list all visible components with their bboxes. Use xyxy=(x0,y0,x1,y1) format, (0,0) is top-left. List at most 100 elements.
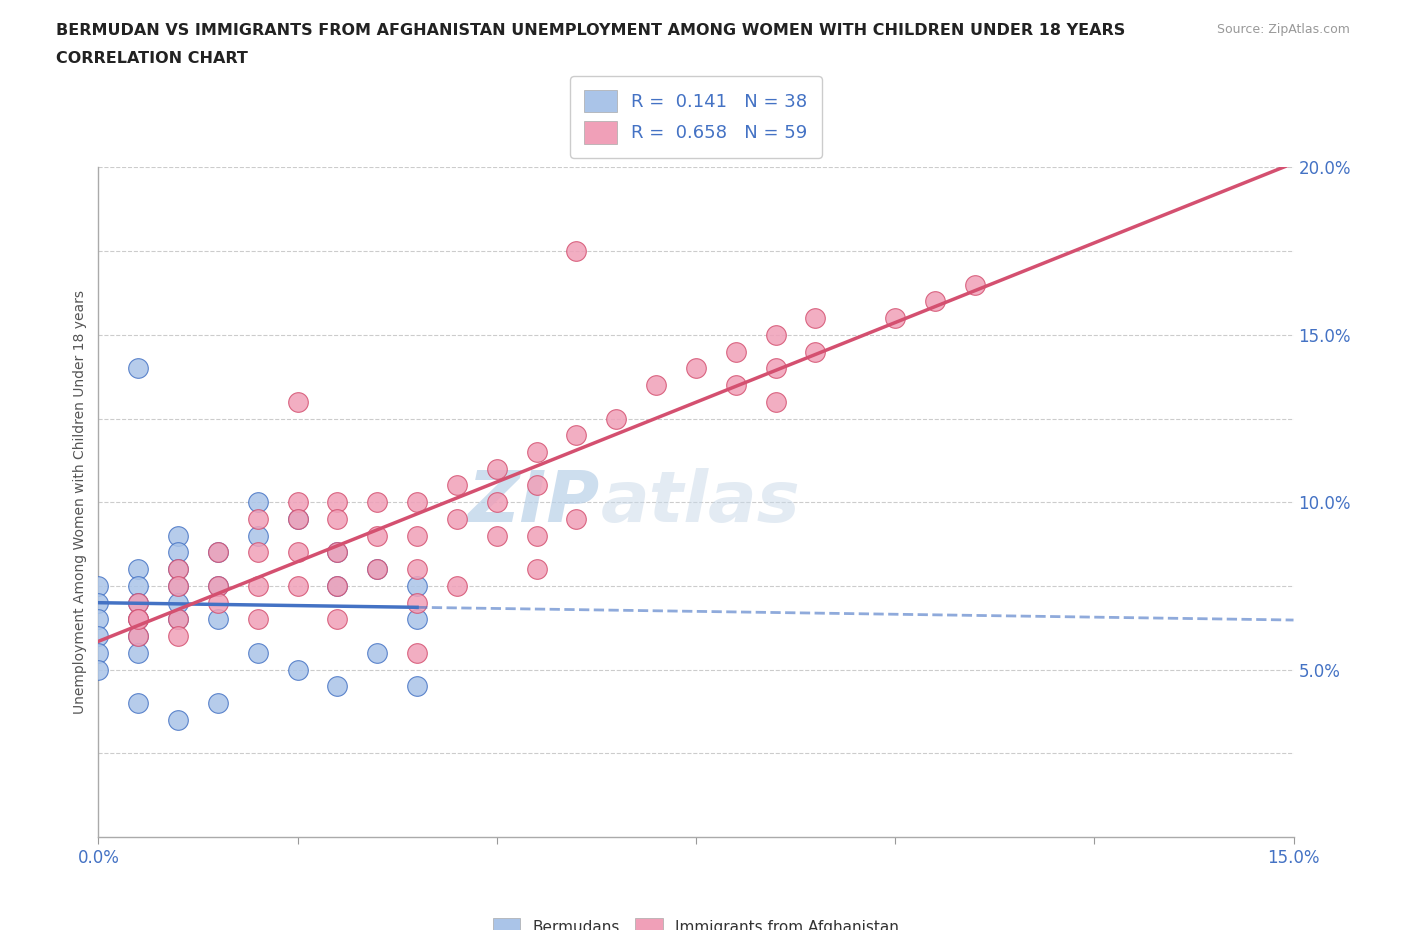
Point xyxy=(526,562,548,577)
Point xyxy=(207,595,229,610)
Text: BERMUDAN VS IMMIGRANTS FROM AFGHANISTAN UNEMPLOYMENT AMONG WOMEN WITH CHILDREN U: BERMUDAN VS IMMIGRANTS FROM AFGHANISTAN … xyxy=(56,23,1125,38)
Point xyxy=(87,629,110,644)
Point xyxy=(167,545,190,560)
Point xyxy=(127,612,149,627)
Point xyxy=(406,578,429,593)
Legend: Bermudans, Immigrants from Afghanistan: Bermudans, Immigrants from Afghanistan xyxy=(486,911,905,930)
Point xyxy=(246,528,269,543)
Point xyxy=(87,595,110,610)
Point xyxy=(326,578,349,593)
Y-axis label: Unemployment Among Women with Children Under 18 years: Unemployment Among Women with Children U… xyxy=(73,290,87,714)
Point xyxy=(406,595,429,610)
Point xyxy=(884,311,907,325)
Point xyxy=(167,595,190,610)
Point xyxy=(366,562,388,577)
Point xyxy=(207,578,229,593)
Text: CORRELATION CHART: CORRELATION CHART xyxy=(56,51,247,66)
Point xyxy=(167,562,190,577)
Point xyxy=(207,612,229,627)
Point xyxy=(287,578,309,593)
Point xyxy=(167,562,190,577)
Point xyxy=(366,495,388,510)
Point xyxy=(804,311,827,325)
Point xyxy=(127,562,149,577)
Point xyxy=(287,495,309,510)
Point xyxy=(446,512,468,526)
Point xyxy=(207,696,229,711)
Point xyxy=(526,445,548,459)
Point xyxy=(326,578,349,593)
Point xyxy=(127,361,149,376)
Point xyxy=(167,629,190,644)
Point xyxy=(326,679,349,694)
Point xyxy=(605,411,627,426)
Point xyxy=(246,495,269,510)
Point xyxy=(406,562,429,577)
Point xyxy=(207,545,229,560)
Point xyxy=(526,528,548,543)
Point xyxy=(565,428,588,443)
Point xyxy=(127,612,149,627)
Point xyxy=(246,612,269,627)
Point xyxy=(565,244,588,259)
Point xyxy=(326,545,349,560)
Point xyxy=(366,562,388,577)
Point xyxy=(127,629,149,644)
Point xyxy=(685,361,707,376)
Point xyxy=(765,327,787,342)
Point xyxy=(87,578,110,593)
Point xyxy=(485,495,508,510)
Point xyxy=(167,612,190,627)
Point xyxy=(127,595,149,610)
Point xyxy=(87,612,110,627)
Point xyxy=(406,612,429,627)
Point xyxy=(406,495,429,510)
Point xyxy=(446,578,468,593)
Point xyxy=(963,277,986,292)
Point xyxy=(246,512,269,526)
Point xyxy=(446,478,468,493)
Point xyxy=(326,545,349,560)
Point xyxy=(127,578,149,593)
Point xyxy=(287,512,309,526)
Text: Source: ZipAtlas.com: Source: ZipAtlas.com xyxy=(1216,23,1350,36)
Point xyxy=(127,645,149,660)
Point xyxy=(724,378,747,392)
Point xyxy=(287,662,309,677)
Point xyxy=(287,545,309,560)
Point xyxy=(326,612,349,627)
Point xyxy=(167,712,190,727)
Point xyxy=(246,578,269,593)
Point xyxy=(127,595,149,610)
Point xyxy=(326,512,349,526)
Text: atlas: atlas xyxy=(600,468,800,537)
Point xyxy=(565,512,588,526)
Point xyxy=(167,528,190,543)
Point xyxy=(406,679,429,694)
Point xyxy=(366,645,388,660)
Point xyxy=(765,361,787,376)
Point xyxy=(287,394,309,409)
Point xyxy=(645,378,668,392)
Point xyxy=(167,612,190,627)
Point xyxy=(804,344,827,359)
Point xyxy=(246,545,269,560)
Point xyxy=(724,344,747,359)
Point xyxy=(406,528,429,543)
Point xyxy=(127,612,149,627)
Point xyxy=(485,528,508,543)
Point xyxy=(127,629,149,644)
Point xyxy=(127,696,149,711)
Point xyxy=(526,478,548,493)
Text: ZIP: ZIP xyxy=(468,468,600,537)
Point xyxy=(485,461,508,476)
Point xyxy=(765,394,787,409)
Point xyxy=(287,512,309,526)
Point xyxy=(207,578,229,593)
Point xyxy=(246,645,269,660)
Point xyxy=(87,662,110,677)
Point xyxy=(167,578,190,593)
Point xyxy=(207,545,229,560)
Point xyxy=(87,645,110,660)
Point xyxy=(167,578,190,593)
